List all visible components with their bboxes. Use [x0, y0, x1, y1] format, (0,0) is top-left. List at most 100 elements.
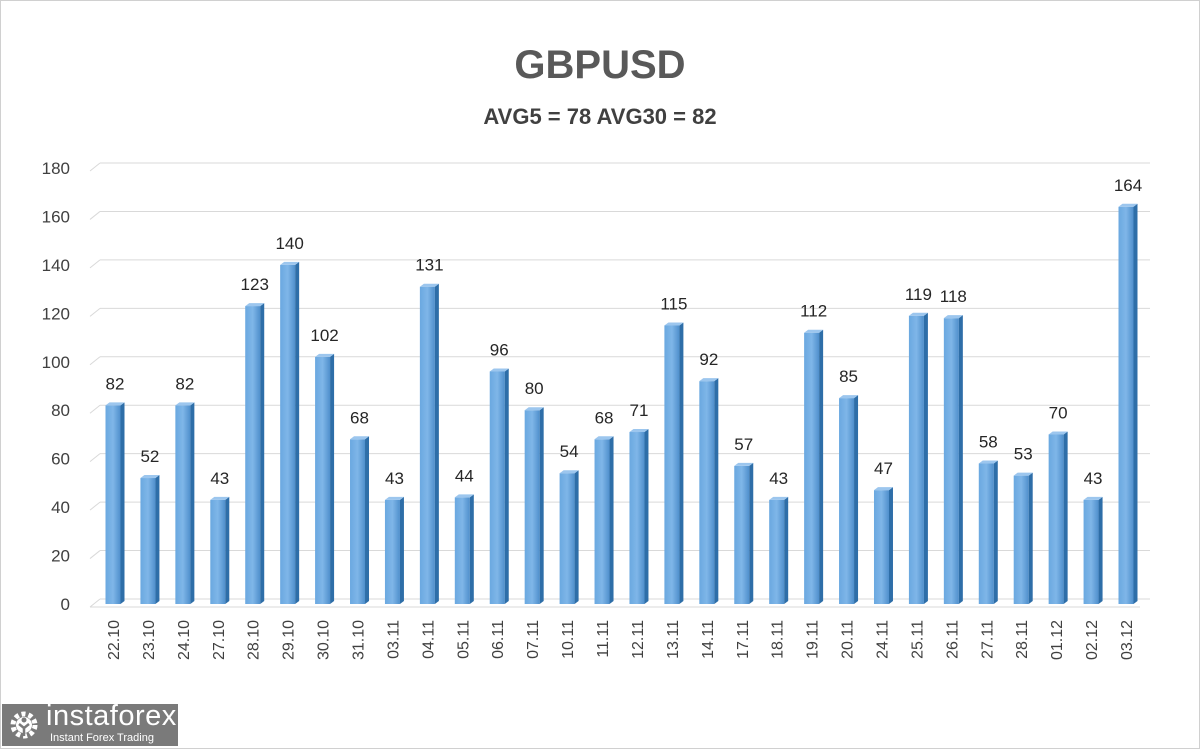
x-tick-label: 28.10 — [246, 620, 263, 660]
bar — [384, 499, 400, 604]
bar-top — [489, 368, 509, 372]
x-tick-label: 17.11 — [735, 620, 752, 659]
bar-side — [1063, 431, 1068, 604]
data-label: 96 — [490, 340, 509, 359]
data-label: 68 — [595, 408, 614, 427]
bar-top — [908, 312, 928, 316]
bar-top — [1048, 431, 1068, 435]
data-label: 44 — [455, 466, 474, 485]
bar-top — [804, 329, 824, 333]
bar — [1118, 206, 1134, 604]
gear-logo-icon — [10, 711, 38, 739]
y-tick-label: 100 — [42, 353, 70, 372]
data-label: 43 — [210, 469, 229, 488]
data-label: 92 — [699, 350, 718, 369]
x-tick-label: 29.10 — [281, 620, 298, 660]
bar-top — [873, 487, 893, 491]
x-tick-label: 04.11 — [420, 620, 437, 659]
x-tick-label: 13.11 — [665, 620, 682, 659]
bar — [245, 306, 261, 604]
data-label: 53 — [1014, 445, 1033, 464]
bar-side — [504, 368, 509, 604]
bar-top — [1083, 496, 1103, 500]
bar — [1013, 475, 1029, 604]
bar — [769, 499, 785, 604]
bar-side — [155, 475, 160, 604]
data-label: 70 — [1049, 403, 1068, 422]
gridline-edge — [89, 211, 101, 220]
bar-top — [454, 494, 474, 498]
bar — [664, 325, 680, 604]
bar-top — [734, 462, 754, 466]
bar-top — [629, 429, 649, 433]
bar — [559, 473, 575, 604]
chart-title: GBPUSD — [514, 43, 686, 87]
data-label: 52 — [140, 447, 159, 466]
x-tick-label: 26.11 — [944, 620, 961, 659]
bar — [350, 439, 366, 604]
x-tick-label: 19.11 — [805, 620, 822, 659]
data-label: 115 — [660, 294, 687, 313]
x-tick-label: 12.11 — [630, 620, 647, 659]
bar-side — [469, 494, 474, 604]
x-tick-label: 20.11 — [840, 620, 857, 659]
bar — [943, 318, 959, 604]
bar-side — [1098, 496, 1103, 604]
x-tick-label: 03.11 — [385, 620, 402, 659]
x-tick-label: 27.10 — [211, 620, 228, 660]
bar-top — [1013, 472, 1033, 476]
bar — [419, 286, 435, 604]
x-tick-label: 14.11 — [700, 620, 717, 659]
gridline-edge — [89, 453, 101, 463]
bar-side — [993, 460, 998, 604]
bar-top — [384, 496, 404, 500]
bar-top — [1118, 203, 1138, 207]
x-tick-label: 25.11 — [909, 620, 926, 659]
x-tick-label: 05.11 — [455, 620, 472, 659]
x-tick-label: 30.10 — [316, 620, 333, 660]
bar-side — [819, 329, 824, 604]
bar-side — [958, 315, 963, 604]
data-label: 85 — [839, 367, 858, 386]
data-label: 82 — [106, 374, 125, 393]
bar-top — [524, 407, 544, 411]
bar-side — [714, 378, 719, 604]
y-tick-label: 0 — [61, 595, 70, 614]
bar-top — [245, 303, 265, 307]
x-tick-label: 22.10 — [106, 620, 123, 660]
bar-top — [769, 496, 789, 500]
x-tick-label: 10.11 — [560, 620, 577, 659]
bar — [280, 264, 296, 604]
bar — [489, 371, 505, 604]
bar-side — [888, 487, 893, 604]
y-tick-label: 120 — [42, 304, 70, 323]
bar-top — [140, 475, 160, 479]
y-tick-label: 80 — [51, 401, 70, 420]
bar — [105, 405, 121, 604]
x-tick-label: 11.11 — [595, 620, 612, 658]
y-tick-label: 140 — [42, 256, 70, 275]
bar — [594, 439, 610, 604]
bar-top — [175, 402, 195, 406]
x-tick-label: 23.10 — [141, 620, 158, 660]
bar-side — [295, 261, 300, 604]
y-tick-label: 40 — [51, 498, 70, 517]
y-tick-label: 180 — [42, 159, 70, 178]
data-label: 140 — [275, 234, 303, 253]
data-label: 82 — [175, 374, 194, 393]
gridline-edge — [89, 598, 101, 608]
bar-side — [225, 496, 230, 604]
bar — [873, 490, 889, 604]
x-tick-label: 31.10 — [351, 620, 368, 660]
bar — [804, 332, 820, 604]
data-label: 164 — [1114, 176, 1142, 195]
y-tick-label: 160 — [42, 207, 70, 226]
bar — [140, 478, 156, 604]
bar-side — [120, 402, 125, 604]
data-label: 58 — [979, 433, 998, 452]
gridline-edge — [89, 550, 101, 559]
gridline-edge — [89, 162, 101, 172]
y-tick-label: 60 — [51, 450, 70, 469]
data-label: 47 — [874, 459, 893, 478]
